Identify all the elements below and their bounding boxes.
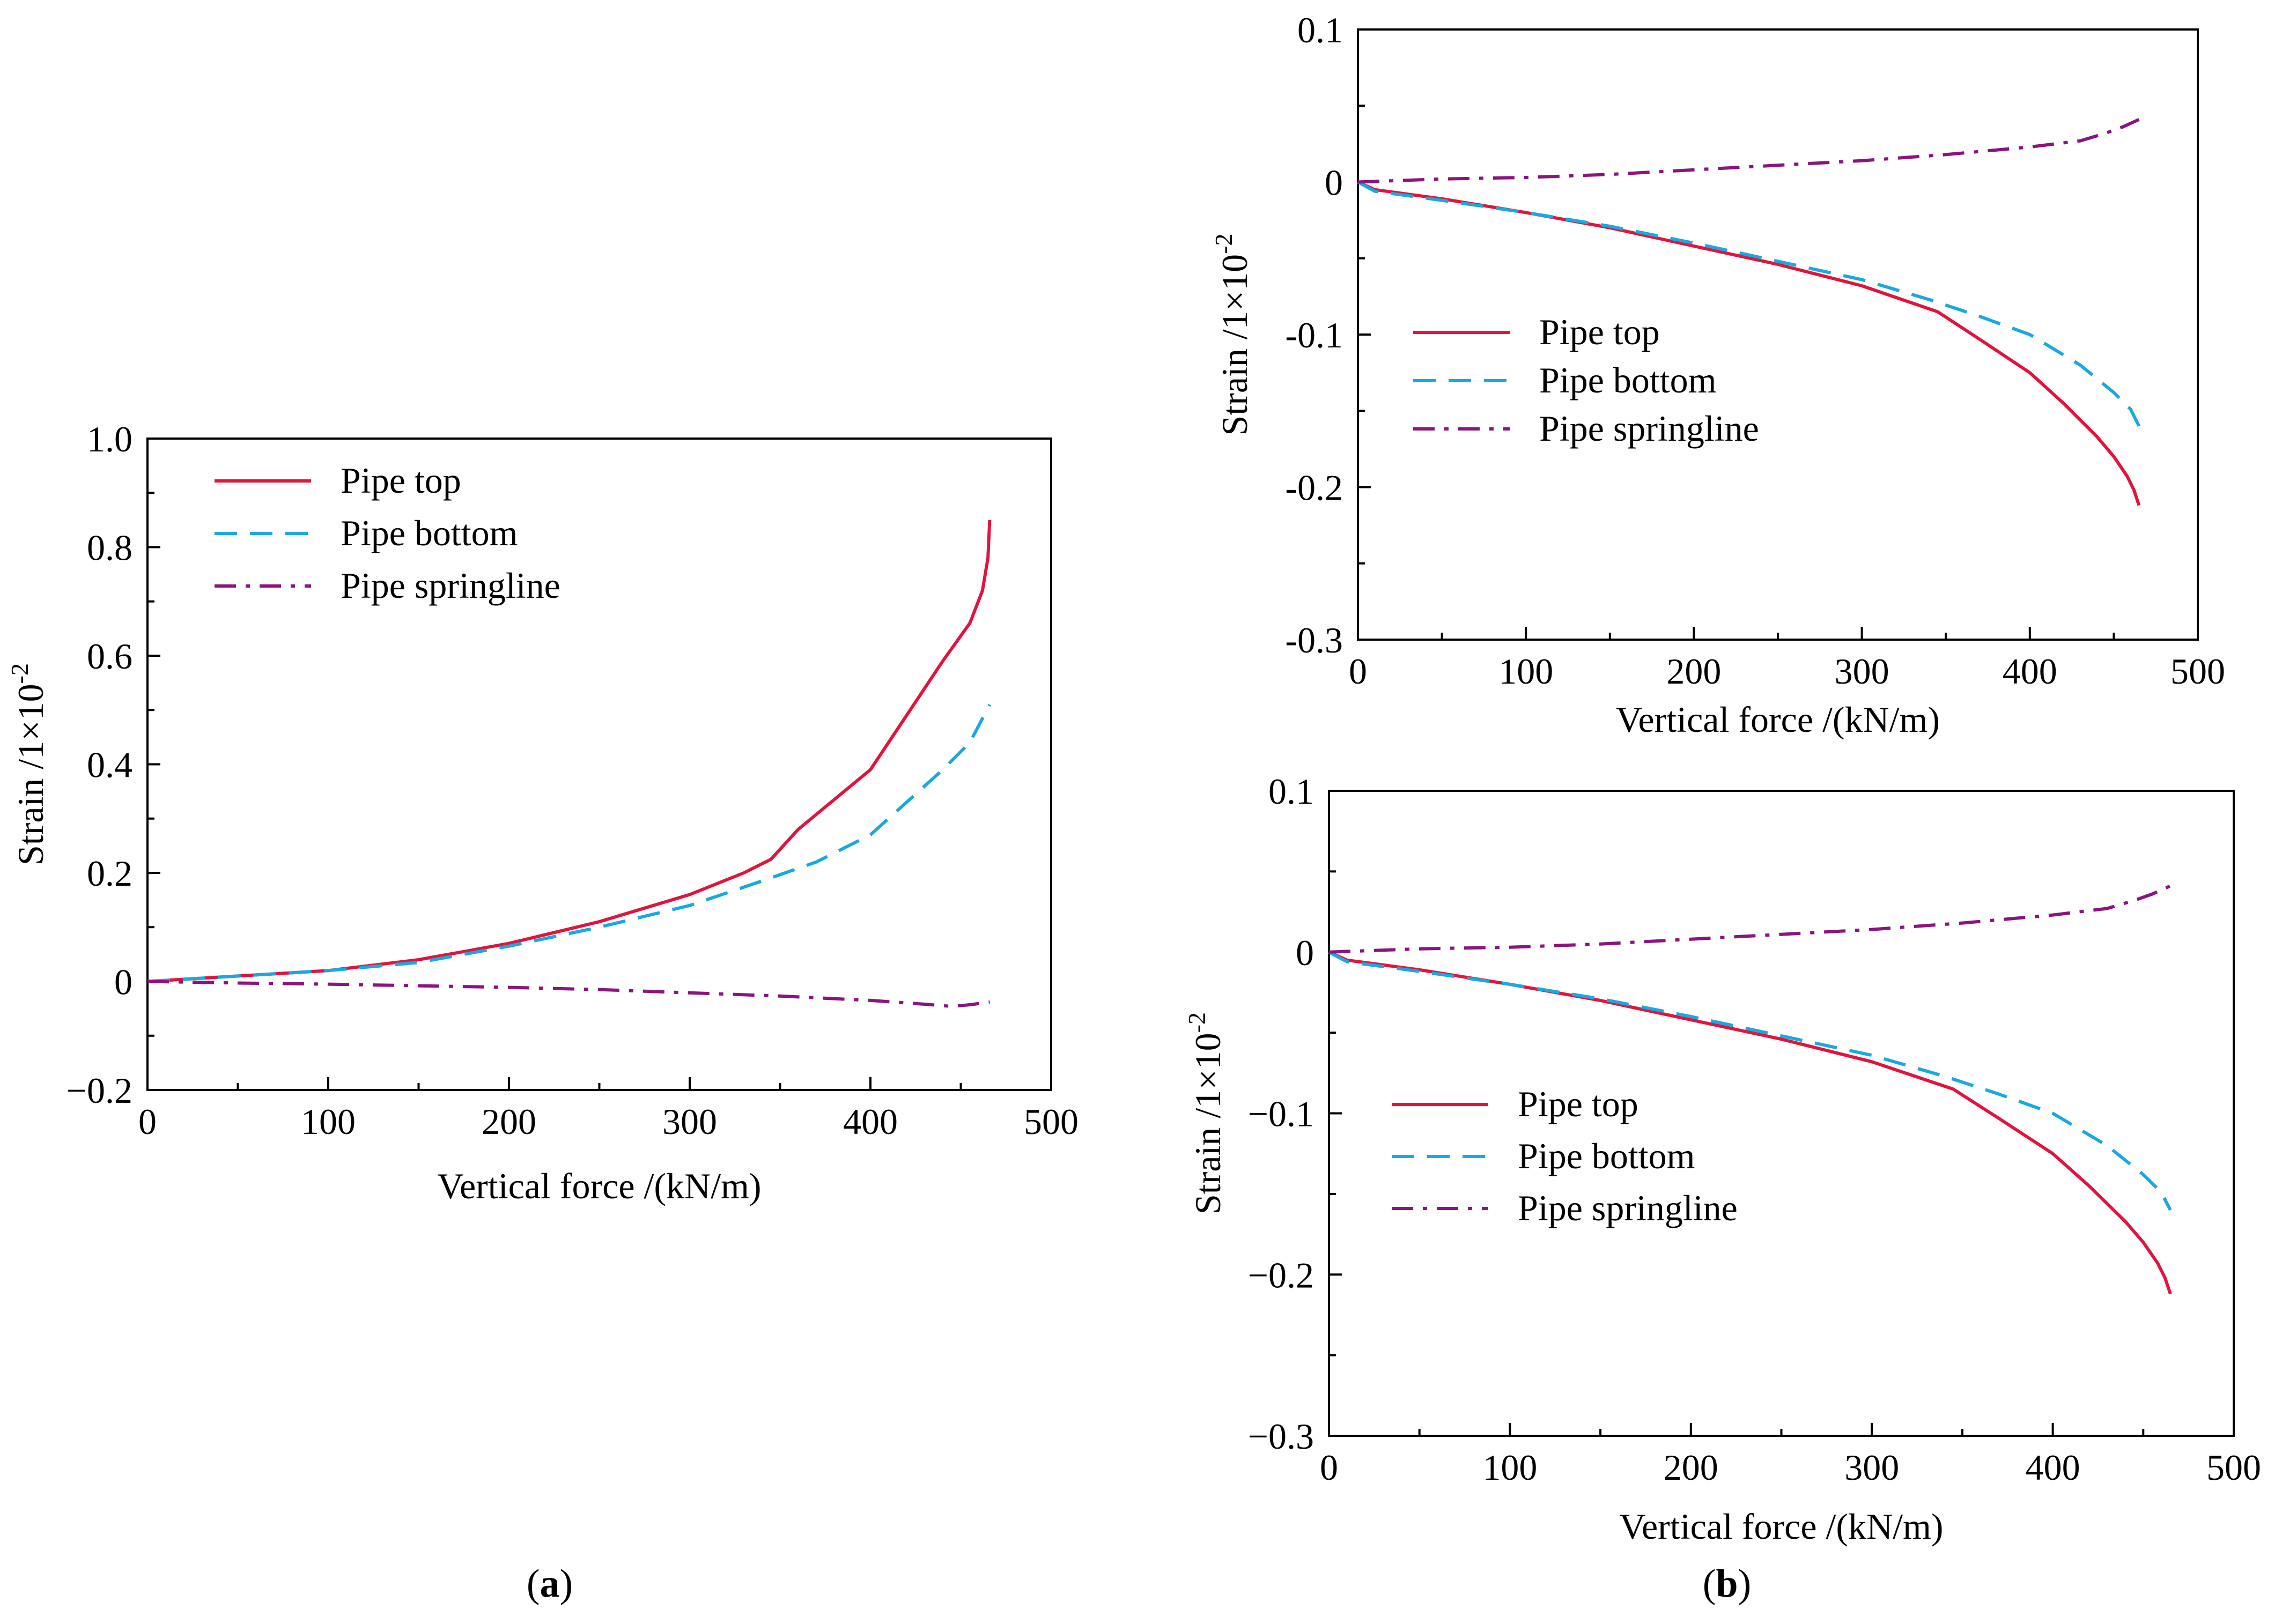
chart-panel-b-bottom: 0 100 200 300 400 500 −0.3 −0.2 −0.1 0 0.1 Vertical… xyxy=(1183,771,2261,1547)
x-tick-label: 200 xyxy=(1664,1447,1718,1488)
x-tick-label: 100 xyxy=(301,1101,356,1142)
x-axis-title: Vertical force /(kN/m) xyxy=(1619,1506,1943,1547)
x-tick-label: 0 xyxy=(138,1101,157,1142)
y-tick-label: 0 xyxy=(114,962,132,1003)
y-axis-title: Strain /1×10-2 xyxy=(1183,1012,1228,1214)
x-tick-label: 500 xyxy=(2170,651,2225,692)
plot-frame xyxy=(1357,28,2199,641)
legend-label: Pipe top xyxy=(1518,1084,1638,1124)
x-tick-label: 400 xyxy=(2003,651,2057,692)
x-tick-label: 0 xyxy=(1349,651,1367,692)
y-axis-title-exponent: -2 xyxy=(1210,234,1237,254)
legend-label: Pipe bottom xyxy=(1539,360,1717,401)
y-tick-label: −0.2 xyxy=(67,1070,132,1111)
legend-label: Pipe bottom xyxy=(341,513,518,553)
y-tick-label: 0.6 xyxy=(87,636,132,677)
y-tick-label: 0.2 xyxy=(87,853,132,894)
series-line-pipe-top xyxy=(147,520,992,983)
y-axis-title-base: Strain /1×10 xyxy=(10,684,51,865)
x-axis-title: Vertical force /(kN/m) xyxy=(1616,699,1940,740)
panel-label-a: (a) xyxy=(527,1562,573,1606)
x-tick-label: 500 xyxy=(1024,1101,1079,1142)
y-tick-label: -0.1 xyxy=(1285,315,1343,355)
x-tick-label: 300 xyxy=(662,1101,717,1142)
x-axis-title: Vertical force /(kN/m) xyxy=(437,1166,761,1206)
panel-label-b: (b) xyxy=(1703,1562,1751,1606)
series-line-pipe-bottom xyxy=(1357,180,2141,427)
y-tick-label: 0.1 xyxy=(1297,10,1343,50)
y-axis-title: Strain /1×10-2 xyxy=(6,663,51,865)
y-tick-label: 0.4 xyxy=(87,745,132,785)
y-axis-title-exponent: -2 xyxy=(6,663,33,684)
series-line-pipe-bottom xyxy=(147,703,992,983)
y-axis-title: Strain /1×10-2 xyxy=(1210,234,1255,436)
y-tick-label: 0 xyxy=(1325,162,1343,203)
x-tick-label: 200 xyxy=(1666,651,1721,692)
series-line-pipe-bottom xyxy=(1328,951,2172,1211)
y-tick-label: −0.1 xyxy=(1248,1094,1314,1134)
legend-label: Pipe top xyxy=(341,460,461,501)
legend-label: Pipe springline xyxy=(341,565,560,606)
x-tick-label: 100 xyxy=(1498,651,1553,692)
legend-label: Pipe springline xyxy=(1518,1188,1738,1228)
y-axis-title-base: Strain /1×10 xyxy=(1187,1033,1228,1214)
plot-frame xyxy=(146,437,1052,1091)
chart-panel-a: 0 100 200 300 400 500−0.200.20.40.60.81.0Vert… xyxy=(6,419,1079,1206)
x-tick-label: 400 xyxy=(843,1101,898,1142)
y-axis-title-exponent: -2 xyxy=(1183,1012,1210,1033)
legend-label: Pipe top xyxy=(1539,312,1660,352)
y-tick-label: 1.0 xyxy=(87,419,132,459)
x-tick-label: 400 xyxy=(2026,1447,2080,1488)
y-tick-label: -0.3 xyxy=(1285,620,1343,661)
x-tick-label: 100 xyxy=(1482,1447,1537,1488)
x-tick-label: 500 xyxy=(2206,1447,2261,1488)
plot-frame xyxy=(1328,790,2235,1437)
y-tick-label: 0.8 xyxy=(87,528,132,568)
legend-label: Pipe springline xyxy=(1539,408,1759,449)
y-tick-label: −0.3 xyxy=(1248,1416,1314,1457)
y-tick-label: 0 xyxy=(1296,932,1314,973)
y-axis-title-base: Strain /1×10 xyxy=(1214,254,1255,436)
x-tick-label: 300 xyxy=(1835,651,1889,692)
series-line-pipe-springline xyxy=(1328,884,2172,954)
charts-layer: 0 100 200 300 400 500−0.200.20.40.60.81.0Vert… xyxy=(6,10,2261,1547)
series-line-pipe-springline xyxy=(147,980,990,1008)
x-tick-label: 300 xyxy=(1844,1447,1899,1488)
legend-label: Pipe bottom xyxy=(1518,1136,1695,1176)
series-line-pipe-top xyxy=(1357,180,2141,506)
x-tick-label: 0 xyxy=(1320,1447,1338,1488)
series-line-pipe-springline xyxy=(1357,118,2140,184)
chart-panel-b-top: 0 100 200 300 400 500 -0.3 -0.2 -0.1 0 0.1 Vertical… xyxy=(1210,10,2225,740)
y-tick-label: -0.2 xyxy=(1285,468,1343,508)
x-tick-label: 200 xyxy=(482,1101,536,1142)
y-tick-label: −0.2 xyxy=(1248,1255,1314,1295)
series-line-pipe-top xyxy=(1328,951,2172,1295)
y-tick-label: 0.1 xyxy=(1268,771,1314,812)
